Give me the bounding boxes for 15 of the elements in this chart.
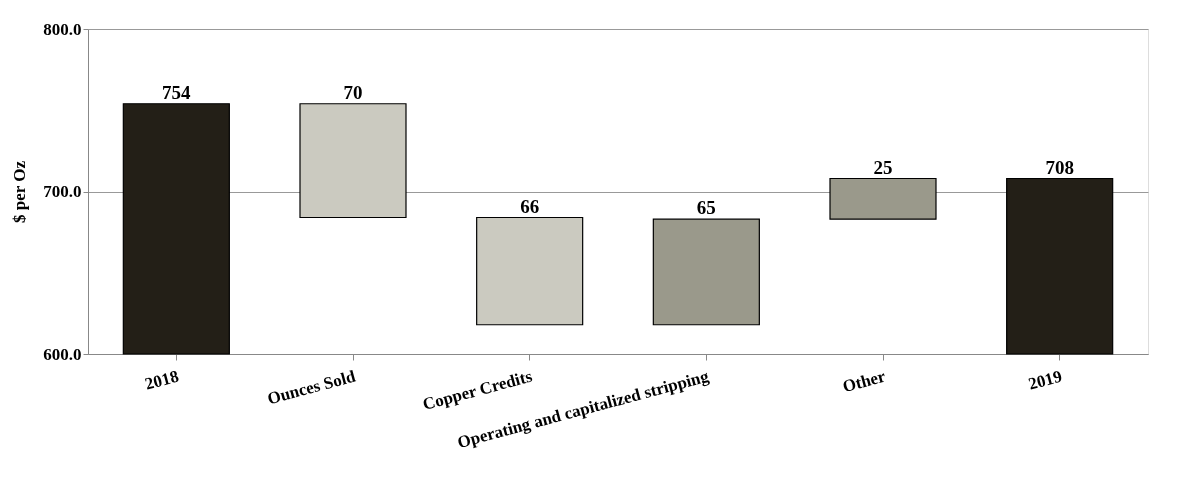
data-label: 754 (162, 81, 192, 103)
data-label: 66 (520, 195, 540, 217)
x-tick-label: Other (840, 366, 888, 397)
data-label: 25 (873, 156, 893, 178)
y-tick-label: 600.0 (43, 344, 82, 364)
y-axis-title: $ per Oz (10, 160, 30, 224)
x-tick-label: 2018 (142, 366, 181, 394)
y-tick-label: 800.0 (43, 19, 82, 39)
x-tick-label: Ounces Sold (265, 366, 358, 409)
x-tick-label: 2019 (1026, 366, 1065, 394)
data-label: 65 (696, 197, 716, 219)
y-tick-label: 700.0 (43, 182, 82, 201)
data-label: 70 (343, 81, 363, 103)
data-label: 708 (1045, 156, 1074, 178)
x-tick-label: Copper Credits (420, 366, 535, 414)
